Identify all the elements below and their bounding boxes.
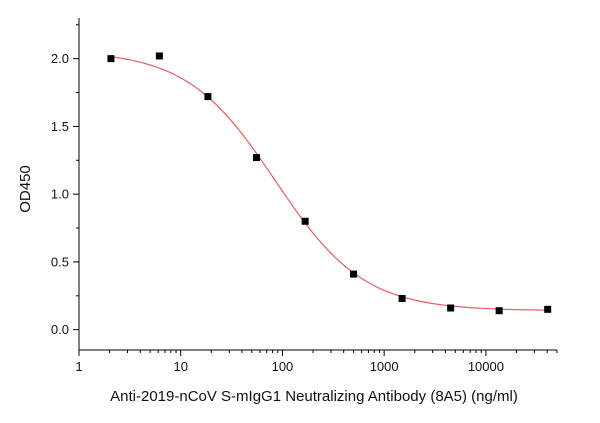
y-tick-label: 0.0 bbox=[51, 322, 69, 337]
x-axis: 1 10 100 1000 10000 bbox=[75, 349, 558, 374]
data-point bbox=[107, 55, 115, 63]
fit-curve bbox=[110, 56, 548, 311]
data-point bbox=[155, 52, 163, 60]
y-tick-label: 1.0 bbox=[51, 187, 69, 202]
y-tick-label: 1.5 bbox=[51, 119, 69, 134]
data-point bbox=[350, 270, 358, 278]
y-tick-label: 2.0 bbox=[51, 51, 69, 66]
data-point bbox=[204, 93, 212, 101]
x-tick-label: 1000 bbox=[370, 359, 399, 374]
x-tick-label: 10000 bbox=[468, 359, 504, 374]
data-point bbox=[495, 307, 503, 315]
y-tick-label: 0.5 bbox=[51, 254, 69, 269]
x-tick-label: 10 bbox=[173, 359, 187, 374]
x-tick-label: 100 bbox=[272, 359, 294, 374]
data-point bbox=[544, 305, 552, 313]
data-point bbox=[398, 295, 406, 303]
plot-area bbox=[107, 52, 552, 315]
x-tick-label: 1 bbox=[75, 359, 82, 374]
data-point bbox=[301, 217, 309, 225]
data-point bbox=[447, 304, 455, 312]
y-axis: 0.0 0.5 1.0 1.5 2.0 bbox=[51, 18, 80, 350]
x-axis-title: Anti-2019-nCoV S-mIgG1 Neutralizing Anti… bbox=[110, 388, 518, 405]
y-axis-title: OD450 bbox=[17, 165, 34, 213]
data-point bbox=[253, 154, 261, 162]
